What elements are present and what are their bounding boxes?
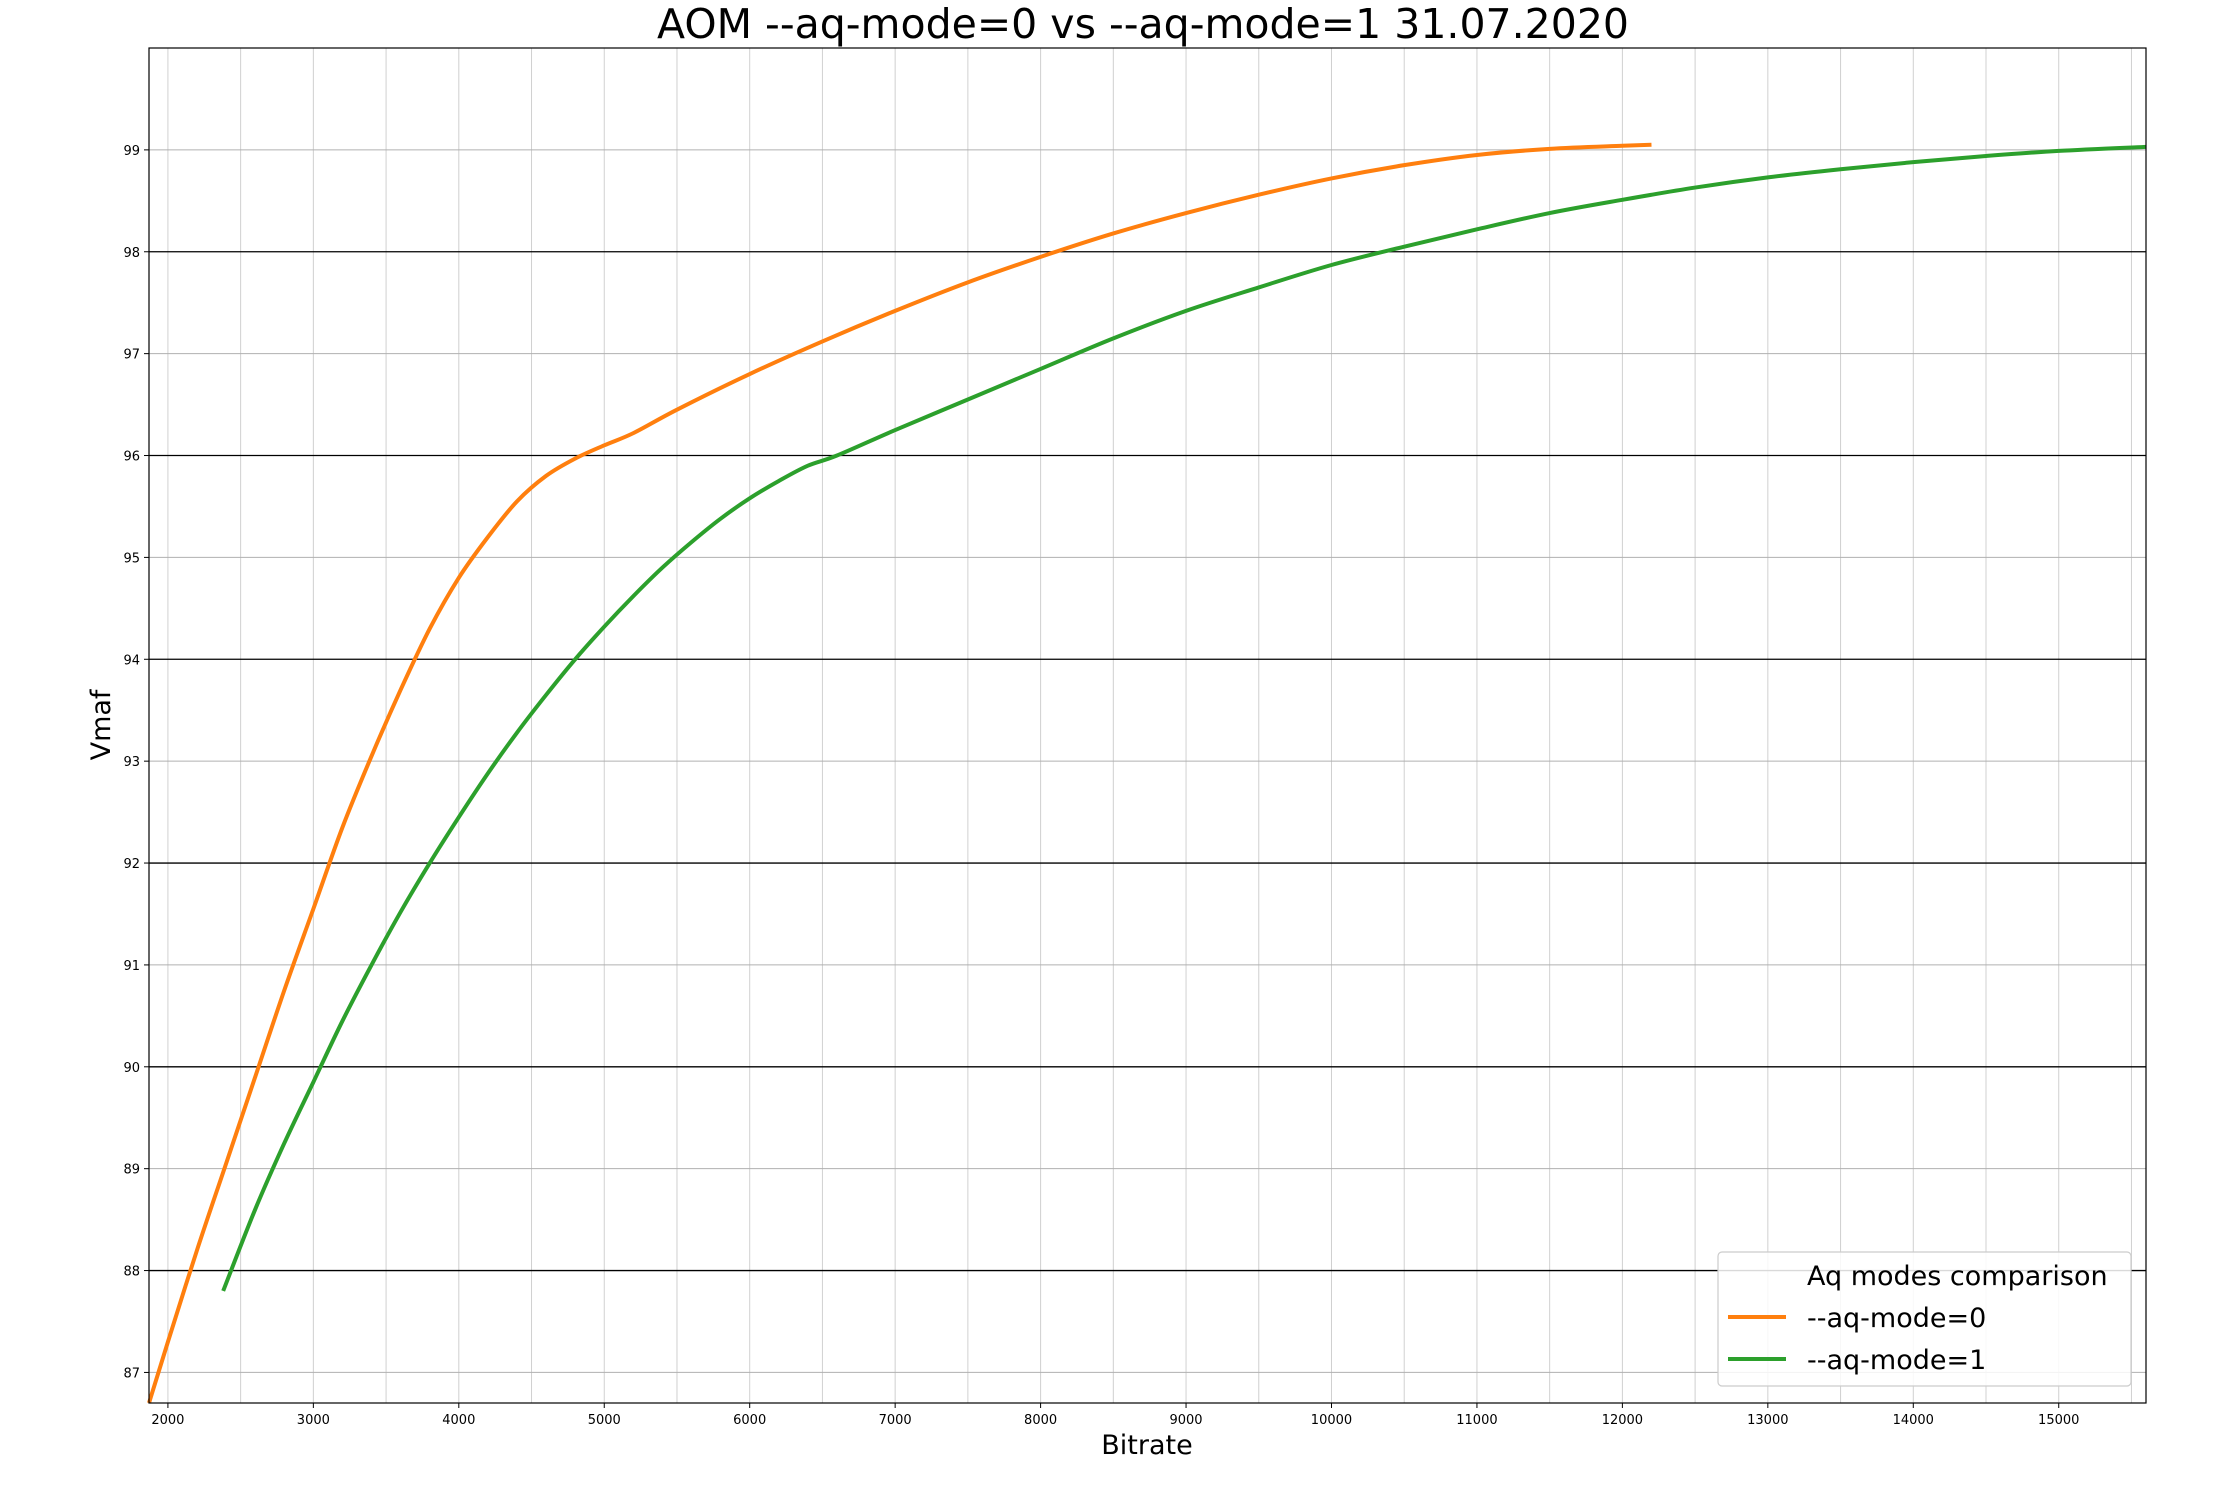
legend-title: Aq modes comparison (1807, 1261, 2108, 1292)
legend-label-aq-mode-0: --aq-mode=0 (1807, 1303, 1986, 1334)
x-tick-label: 9000 (1169, 1413, 1202, 1428)
y-axis-title: Vmaf (86, 688, 117, 760)
y-tick-label: 92 (123, 857, 140, 872)
chart-title: AOM --aq-mode=0 vs --aq-mode=1 31.07.202… (657, 0, 1629, 48)
y-tick-label: 96 (123, 450, 140, 465)
y-tick-label: 98 (123, 246, 140, 261)
legend-label-aq-mode-1: --aq-mode=1 (1807, 1345, 1986, 1376)
x-tick-label: 10000 (1311, 1413, 1352, 1428)
y-tick-label: 88 (123, 1265, 140, 1280)
x-tick-label: 11000 (1456, 1413, 1497, 1428)
y-tick-label: 91 (123, 959, 140, 974)
y-tick-label: 95 (123, 551, 140, 566)
plot-area-frame (148, 47, 2147, 1404)
y-tick-label: 87 (123, 1366, 140, 1381)
y-tick-label: 89 (123, 1163, 140, 1178)
legend-box (1717, 1251, 2132, 1387)
series-line-aq-mode-0 (147, 142, 1652, 1404)
grid-lines (149, 48, 2146, 1403)
x-tick-label: 14000 (1893, 1413, 1934, 1428)
y-tick-label: 97 (123, 348, 140, 363)
x-tick-label: 8000 (1024, 1413, 1057, 1428)
x-axis-title: Bitrate (1101, 1430, 1192, 1461)
x-tick-label: 7000 (879, 1413, 912, 1428)
x-tick-label: 6000 (733, 1413, 766, 1428)
x-tick-label: 15000 (2038, 1413, 2079, 1428)
series-line-aq-mode-1 (221, 144, 2147, 1292)
x-tick-label: 2000 (151, 1413, 184, 1428)
legend: Aq modes comparison --aq-mode=0 --aq-mod… (1717, 1251, 2132, 1387)
x-tick-label: 5000 (588, 1413, 621, 1428)
y-tick-label: 93 (123, 755, 140, 770)
axis-ticks: 2000 3000 4000 5000 6000 7000 8000 9000 10000 110… (123, 144, 2079, 1428)
y-tick-label: 99 (123, 144, 140, 159)
series-lines (147, 142, 2147, 1404)
y-tick-label: 90 (123, 1061, 140, 1076)
x-tick-label: 4000 (442, 1413, 475, 1428)
x-tick-label: 13000 (1747, 1413, 1788, 1428)
x-tick-label: 3000 (297, 1413, 330, 1428)
x-tick-label: 12000 (1602, 1413, 1643, 1428)
y-tick-label: 94 (123, 653, 140, 668)
